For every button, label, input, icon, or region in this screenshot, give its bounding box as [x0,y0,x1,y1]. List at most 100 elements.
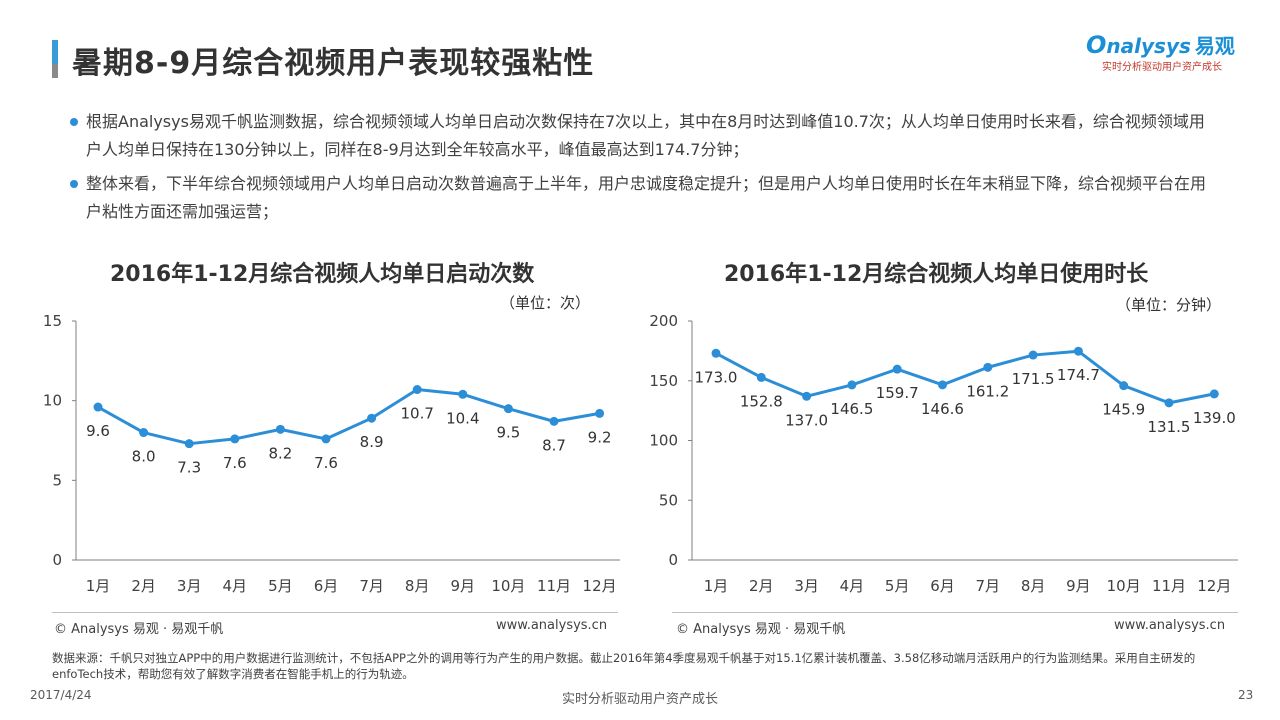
chart1-data-point [275,424,285,434]
chart2-data-label: 161.2 [966,382,1009,400]
chart1-y-tick-label: 0 [52,551,62,569]
chart2-data-label: 152.8 [740,392,783,410]
chart1-data-point [503,404,513,414]
chart2-x-tick-label: 5月 [885,577,910,595]
footer-slogan: 实时分析驱动用户资产成长 [561,692,718,707]
chart1-data-point [230,434,240,444]
chart2-y-tick-label: 0 [668,551,678,569]
chart1-x-tick-label: 8月 [405,577,430,595]
title-accent-bar-gray [52,64,58,78]
chart2-y-tick-label: 200 [649,312,678,330]
chart1-y-tick-label: 15 [43,312,62,330]
chart1-x-tick-label: 10月 [491,577,525,595]
chart2-data-point [1209,389,1219,399]
chart2-y-tick-label: 100 [649,432,678,450]
bullet-item: 根据Analysys易观千帆监测数据，综合视频领域人均单日启动次数保持在7次以上… [70,108,1220,164]
chart2-data-point [847,380,857,390]
bullet-text: 根据Analysys易观千帆监测数据，综合视频领域人均单日启动次数保持在7次以上… [86,112,1205,159]
chart1-title: 2016年1-12月综合视频人均单日启动次数 [110,262,535,287]
chart1-data-point [93,402,103,412]
chart2-source-left: © Analysys 易观 · 易观千帆 [676,622,846,637]
page-number: 23 [1238,688,1254,702]
analysys-logo: Onalysys 易观 实时分析驱动用户资产成长 [1086,30,1256,76]
logo-wordmark: Onalysys 易观 [1086,30,1235,59]
chart1-series-line [97,388,600,446]
chart1-y-tick-label: 5 [52,471,62,489]
chart1-unit: （单位：次） [500,294,591,312]
chart2-x-tick-label: 2月 [749,577,774,595]
bullet-list: 根据Analysys易观千帆监测数据，综合视频领域人均单日启动次数保持在7次以上… [70,108,1220,232]
chart1-data-label: 10.4 [446,409,479,427]
footer-date: 2017/4/24 [30,688,92,702]
chart2-data-point [983,362,993,372]
chart2-data-label: 171.5 [1012,370,1055,388]
chart2-data-label: 145.9 [1102,401,1145,419]
chart1-data-label: 8.0 [132,448,156,466]
chart2-data-point [802,391,812,401]
chart2-data-point [711,348,721,358]
chart2-data-label: 137.0 [785,411,828,429]
logo-cn: 易观 [1194,34,1235,58]
chart2-x-tick-label: 8月 [1021,577,1046,595]
chart2-x-tick-label: 1月 [704,577,729,595]
chart1-data-label: 8.7 [542,436,566,454]
chart2-data-label: 146.5 [830,400,873,418]
chart1-data-point [367,413,377,423]
chart2-data-point [1119,381,1129,391]
chart1-source-right: www.analysys.cn [496,618,608,633]
chart1-x-tick-label: 5月 [268,577,293,595]
chart2-data-label: 159.7 [876,384,919,402]
chart1-data-label: 8.2 [268,444,292,462]
chart2-data-point [1164,398,1174,408]
chart2-x-tick-label: 3月 [794,577,819,595]
chart1-data-label: 10.7 [400,405,433,423]
chart2-title: 2016年1-12月综合视频人均单日使用时长 [724,262,1149,287]
bullet-dot-icon [70,118,78,126]
chart1-data-label: 9.6 [86,422,110,440]
chart2-x-tick-label: 9月 [1066,577,1091,595]
chart1-data-label: 7.6 [223,454,247,472]
logo-text: nalysys [1106,34,1191,58]
chart2-data-point [1028,350,1038,360]
chart2-data-point [892,364,902,374]
bullet-text: 整体来看，下半年综合视频领域用户人均单日启动次数普遍高于上半年，用户忠诚度稳定提… [86,174,1207,221]
chart1-source-left: © Analysys 易观 · 易观千帆 [54,622,224,637]
chart2-data-label: 146.6 [921,400,964,418]
logo-slogan: 实时分析驱动用户资产成长 [1102,62,1222,73]
chart1-x-tick-label: 11月 [537,577,571,595]
chart1-data-point [549,416,559,426]
title-accent-bar [52,40,58,78]
chart2-data-label: 131.5 [1148,418,1191,436]
chart1-x-tick-label: 12月 [583,577,617,595]
chart1-data-label: 7.3 [177,459,201,477]
logo-o-icon: O [1086,31,1107,59]
chart1-y-tick-label: 10 [43,392,62,410]
chart1-x-tick-label: 6月 [314,577,339,595]
chart1-data-label: 8.9 [360,433,384,451]
chart1-x-tick-label: 1月 [86,577,111,595]
chart2-x-tick-label: 12月 [1197,577,1231,595]
chart1-data-label: 7.6 [314,454,338,472]
chart2-data-label: 139.0 [1193,409,1236,427]
chart1-x-tick-label: 4月 [223,577,248,595]
chart1-data-label: 9.5 [496,424,520,442]
chart2-x-tick-label: 4月 [840,577,865,595]
chart2-data-label: 174.7 [1057,366,1100,384]
chart1-x-tick-label: 2月 [131,577,156,595]
bullet-item: 整体来看，下半年综合视频领域用户人均单日启动次数普遍高于上半年，用户忠诚度稳定提… [70,170,1220,226]
chart2-x-tick-label: 10月 [1107,577,1141,595]
chart2-data-label: 173.0 [695,368,738,386]
chart2-series-line [715,349,1215,405]
chart2-data-point [938,380,947,390]
page-title: 暑期8-9月综合视频用户表现较强粘性 [72,46,595,81]
chart2-x-tick-label: 6月 [930,577,955,595]
chart2-data-point [1073,346,1083,356]
chart2-x-tick-label: 11月 [1152,577,1186,595]
chart1-data-point [595,408,605,418]
chart2-source-right: www.analysys.cn [1114,618,1226,633]
chart1-data-point [321,434,331,444]
chart2-data-point [756,372,766,382]
data-source-note: 数据来源：千帆只对独立APP中的用户数据进行监测统计，不包括APP之外的调用等行… [52,651,1196,681]
chart1-x-tick-label: 9月 [451,577,476,595]
chart2-y-tick-label: 50 [659,491,678,509]
